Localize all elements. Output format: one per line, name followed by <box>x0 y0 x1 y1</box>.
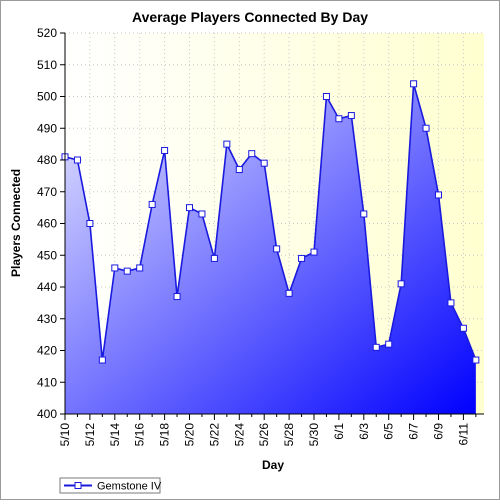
x-tick-label-6/1: 6/1 <box>332 423 346 440</box>
x-tick-label-5/26: 5/26 <box>257 423 271 447</box>
data-point-6/10 <box>447 299 455 307</box>
x-tick-label-5/18: 5/18 <box>158 423 172 447</box>
x-axis-label: Day <box>262 458 284 472</box>
data-point-6/2 <box>347 112 355 120</box>
y-tick-label-500: 500 <box>37 90 57 104</box>
y-tick-label-510: 510 <box>37 58 57 72</box>
x-tick-label-5/24: 5/24 <box>232 423 246 447</box>
chart-title: Average Players Connected By Day <box>132 9 368 25</box>
data-point-5/19 <box>173 293 181 301</box>
data-point-5/24 <box>235 166 243 174</box>
legend-label-gemstone-iv: Gemstone IV <box>97 481 162 493</box>
data-point-5/13 <box>98 356 106 364</box>
series-line <box>64 83 477 361</box>
x-tick-label-5/30: 5/30 <box>307 423 321 447</box>
x-tick-label-6/9: 6/9 <box>432 423 446 440</box>
x-tick-label-5/10: 5/10 <box>58 423 72 447</box>
x-tick-label-5/12: 5/12 <box>83 423 97 447</box>
data-point-5/29 <box>298 254 306 262</box>
x-tick-label-6/3: 6/3 <box>357 423 371 440</box>
y-ticks: 400 410 420 430 440 450 460 470 480 490 500 510 520 <box>37 26 65 421</box>
y-axis-label: Players Connected <box>9 169 23 277</box>
y-tick-label-400: 400 <box>37 407 57 421</box>
data-point-6/8 <box>422 124 430 132</box>
data-point-5/26 <box>260 159 268 167</box>
data-point-6/6 <box>397 280 405 288</box>
y-tick-label-450: 450 <box>37 248 57 262</box>
legend-swatch-marker <box>74 482 82 489</box>
x-tick-label-6/5: 6/5 <box>382 423 396 440</box>
x-tick-label-6/11: 6/11 <box>456 423 470 446</box>
y-tick-label-520: 520 <box>37 26 57 40</box>
y-tick-label-480: 480 <box>37 153 57 167</box>
data-point-5/31 <box>322 93 330 100</box>
x-tick-label-6/7: 6/7 <box>407 423 421 440</box>
y-tick-label-440: 440 <box>37 280 57 294</box>
data-point-6/3 <box>360 210 368 218</box>
x-tick-label-5/22: 5/22 <box>207 423 221 447</box>
data-point-5/15 <box>123 267 131 275</box>
data-point-5/17 <box>148 200 156 208</box>
x-tick-label-5/14: 5/14 <box>108 423 122 447</box>
y-tick-label-410: 410 <box>37 375 57 389</box>
data-point-5/30 <box>310 248 318 256</box>
y-tick-label-490: 490 <box>37 121 57 135</box>
data-point-5/11 <box>73 156 81 164</box>
y-tick-label-470: 470 <box>37 185 57 199</box>
y-tick-label-430: 430 <box>37 312 57 326</box>
x-tick-label-5/20: 5/20 <box>183 423 197 447</box>
data-point-5/28 <box>285 289 293 297</box>
data-point-6/9 <box>435 191 442 199</box>
data-point-5/18 <box>161 146 169 154</box>
data-point-5/22 <box>210 254 218 262</box>
x-ticks: 5/10 5/12 5/14 5/16 5/18 5/20 5/22 5/24 5/26 5/28… <box>58 414 477 447</box>
data-point-6/5 <box>385 340 393 348</box>
data-point-5/21 <box>198 210 206 218</box>
data-point-6/1 <box>335 115 343 123</box>
data-point-5/25 <box>248 150 256 158</box>
data-point-5/14 <box>111 264 119 272</box>
x-tick-label-5/16: 5/16 <box>133 423 147 447</box>
data-point-6/12 <box>472 356 480 364</box>
data-point-6/11 <box>459 324 467 332</box>
data-point-5/27 <box>273 245 281 253</box>
data-point-5/12 <box>86 220 94 227</box>
series-area <box>65 83 476 415</box>
data-point-5/20 <box>186 204 193 212</box>
x-tick-label-5/28: 5/28 <box>282 423 296 447</box>
legend-box <box>59 477 161 494</box>
data-point-6/4 <box>372 343 380 351</box>
data-point-5/16 <box>136 264 144 272</box>
data-point-6/7 <box>410 80 418 88</box>
legend: Gemstone IV <box>59 477 162 494</box>
y-tick-label-420: 420 <box>37 344 57 358</box>
data-point-5/23 <box>223 140 231 148</box>
y-tick-label-460: 460 <box>37 217 57 231</box>
